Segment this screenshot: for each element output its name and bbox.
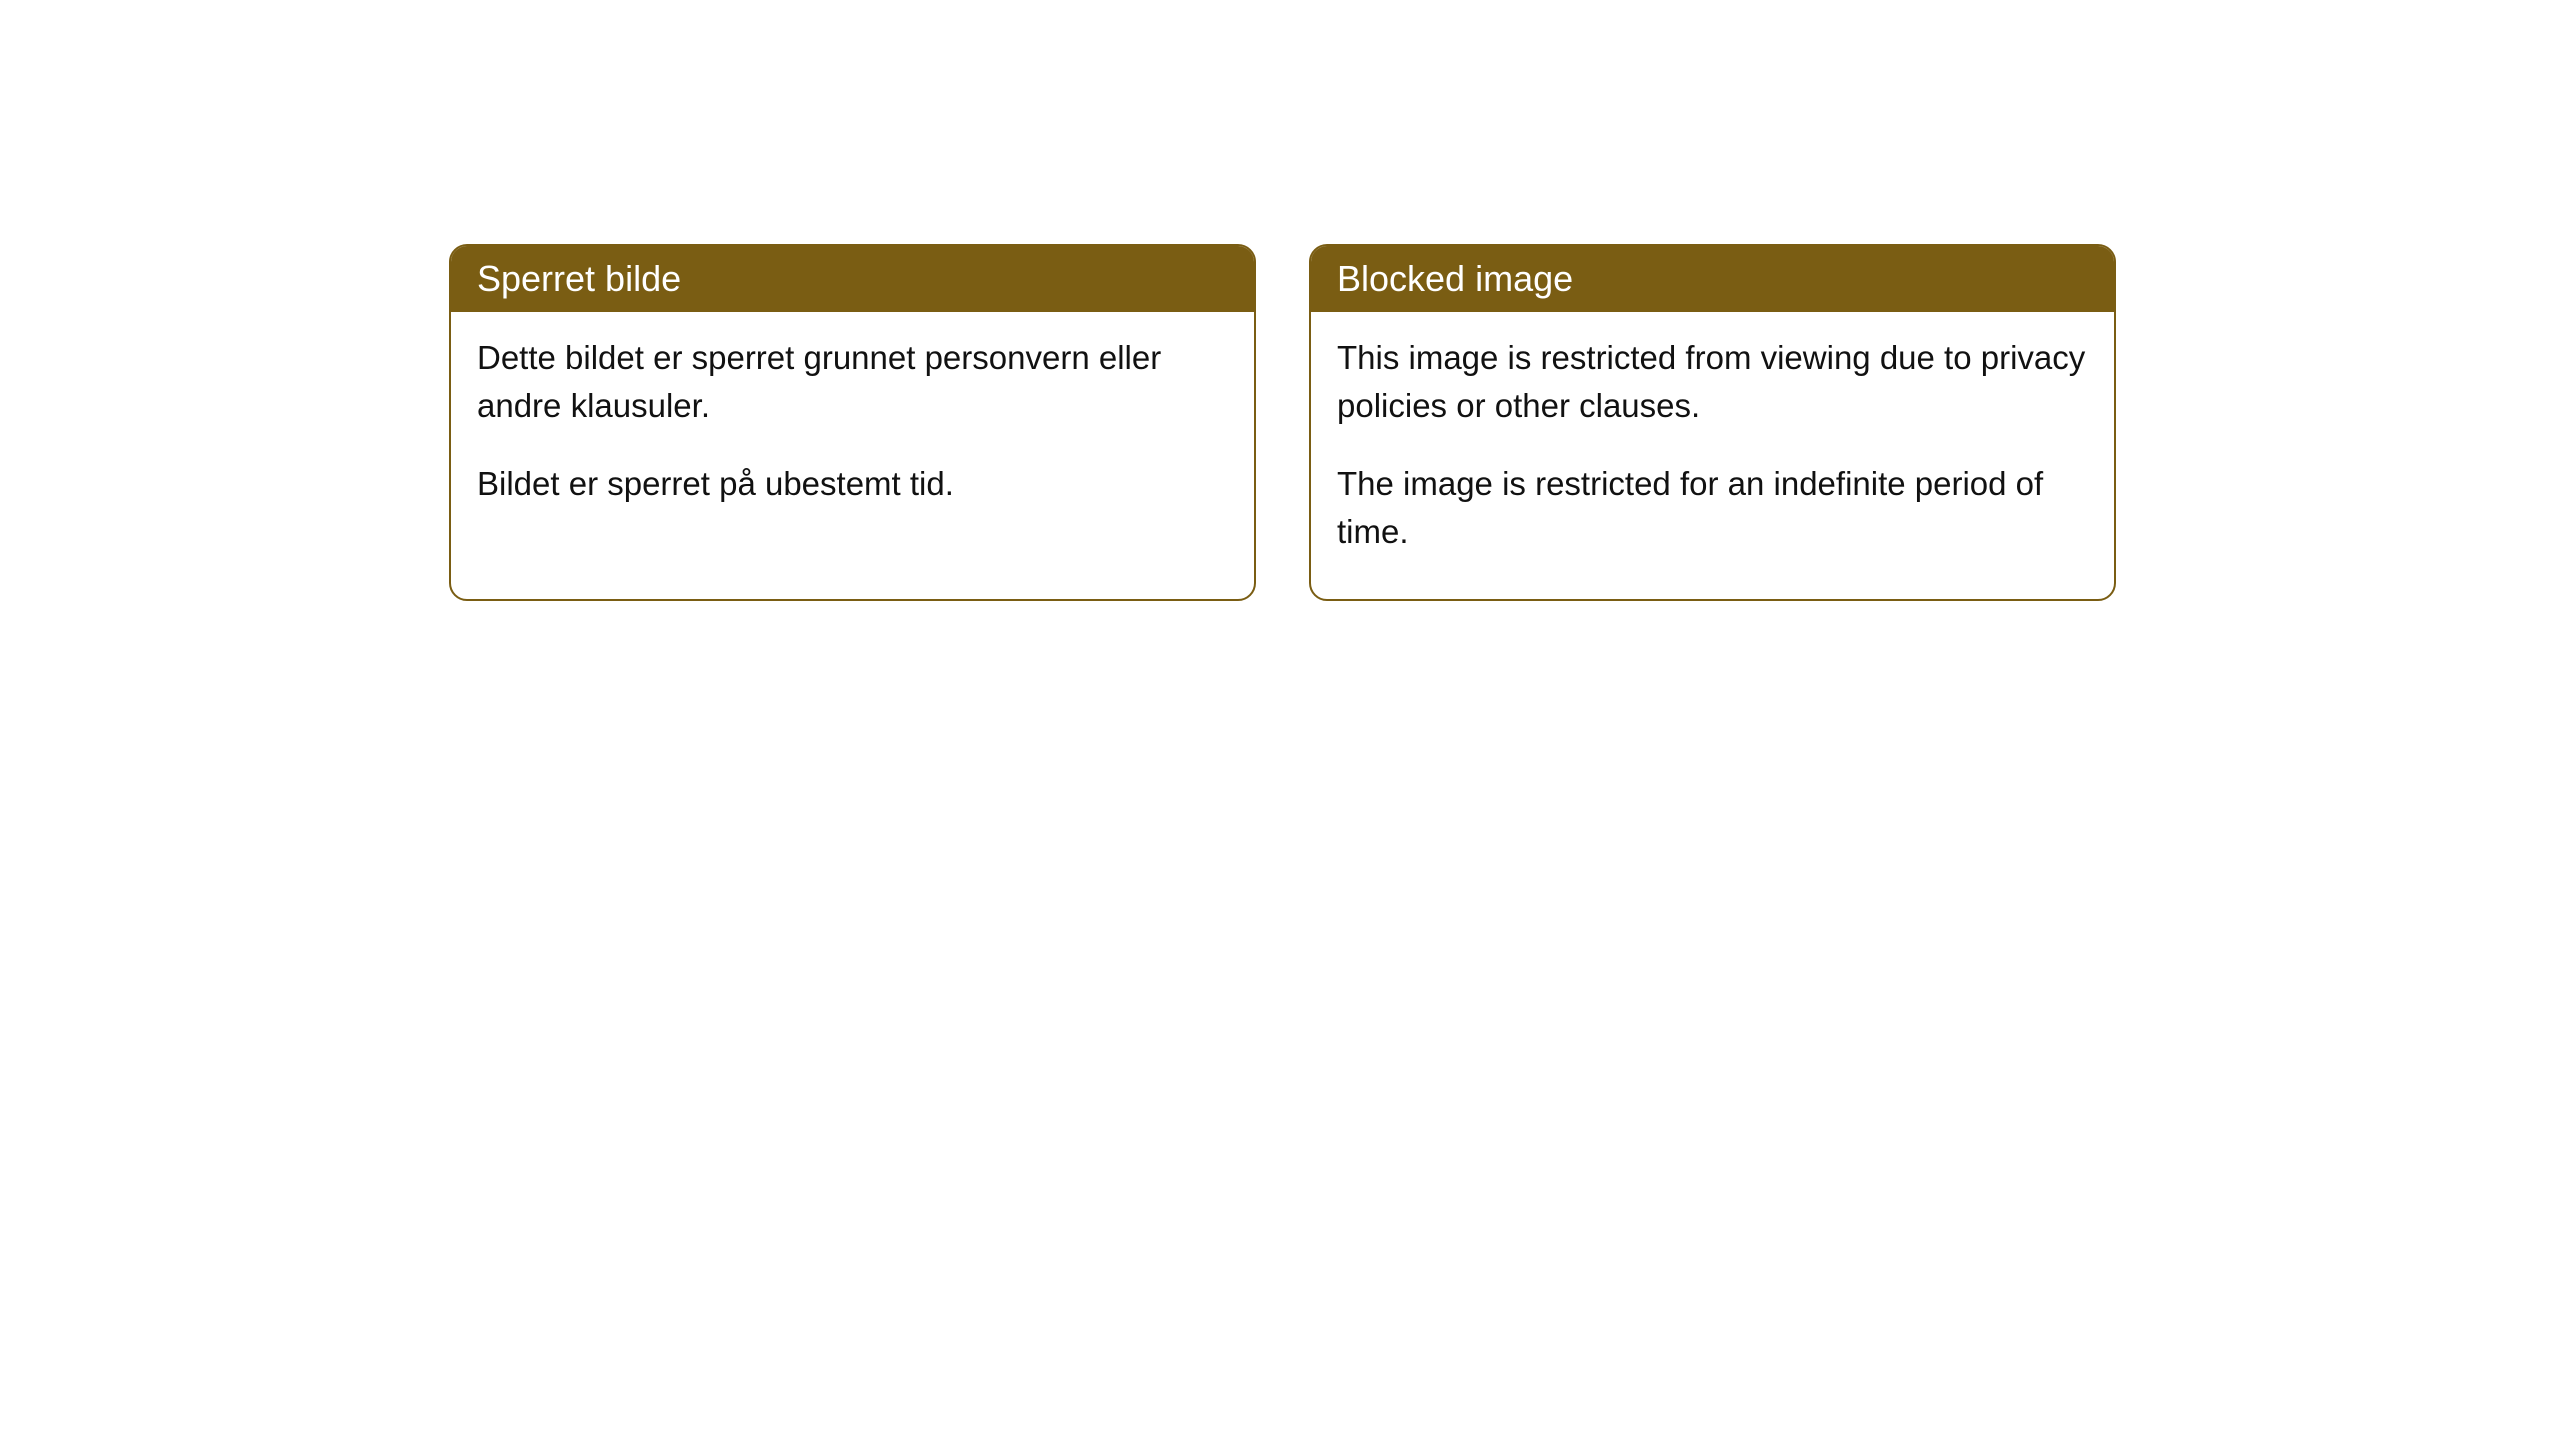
card-body: Dette bildet er sperret grunnet personve…	[451, 312, 1254, 552]
card-title: Blocked image	[1337, 258, 1573, 299]
card-title: Sperret bilde	[477, 258, 681, 299]
card-header: Sperret bilde	[451, 246, 1254, 312]
card-paragraph: Bildet er sperret på ubestemt tid.	[477, 460, 1228, 508]
card-header: Blocked image	[1311, 246, 2114, 312]
card-paragraph: Dette bildet er sperret grunnet personve…	[477, 334, 1228, 430]
card-paragraph: The image is restricted for an indefinit…	[1337, 460, 2088, 556]
notice-cards-container: Sperret bilde Dette bildet er sperret gr…	[449, 244, 2116, 601]
card-paragraph: This image is restricted from viewing du…	[1337, 334, 2088, 430]
blocked-image-card-no: Sperret bilde Dette bildet er sperret gr…	[449, 244, 1256, 601]
blocked-image-card-en: Blocked image This image is restricted f…	[1309, 244, 2116, 601]
card-body: This image is restricted from viewing du…	[1311, 312, 2114, 599]
